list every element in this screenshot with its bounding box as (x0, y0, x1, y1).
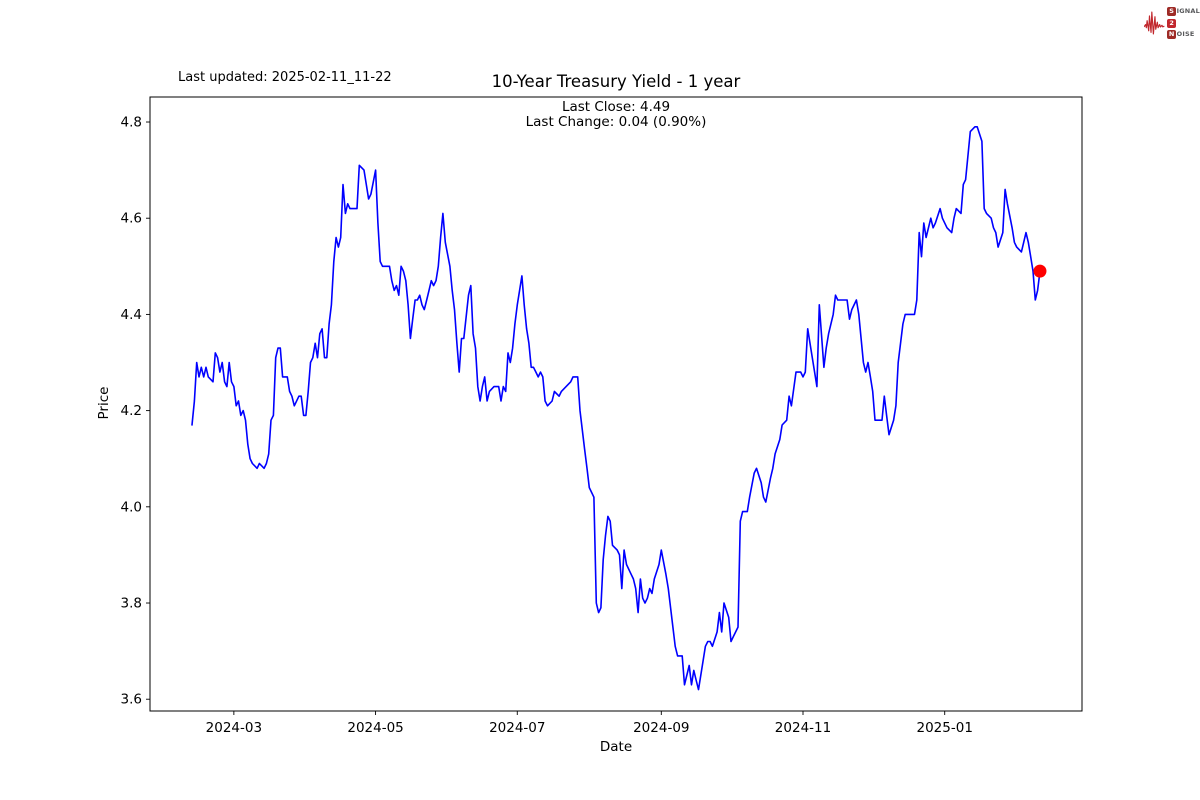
y-tick-label: 4.0 (121, 499, 142, 515)
signal2noise-logo: S IGNAL 2 N OISE (1144, 3, 1200, 43)
logo-badge-n: N (1167, 30, 1177, 39)
x-tick-label: 2024-07 (489, 720, 545, 736)
x-axis-label: Date (599, 739, 633, 755)
y-tick-label: 4.8 (121, 115, 142, 131)
x-tick-label: 2025-01 (917, 720, 973, 736)
y-tick-label: 4.6 (121, 211, 142, 227)
logo-waveform-icon (1144, 11, 1165, 35)
y-tick-label: 4.2 (121, 403, 142, 419)
logo-rest-noise: OISE (1176, 30, 1195, 39)
logo-row-signal: S IGNAL (1167, 7, 1200, 16)
last-updated-label: Last updated: 2025-02-11_11-22 (178, 70, 392, 85)
logo-text: S IGNAL 2 N OISE (1167, 7, 1200, 39)
y-tick-label: 3.6 (121, 692, 142, 708)
y-axis-label: Price (96, 386, 112, 420)
x-tick-label: 2024-05 (347, 720, 403, 736)
logo-row-2: 2 (1167, 18, 1200, 28)
logo-row-noise: N OISE (1167, 30, 1200, 39)
yield-line-series (191, 126, 1041, 691)
x-tick-label: 2024-09 (633, 720, 689, 736)
y-tick-label: 3.8 (121, 596, 142, 612)
last-change-subtitle: Last Change: 0.04 (0.90%) (525, 114, 707, 130)
logo-rest-signal: IGNAL (1176, 7, 1200, 16)
logo-badge-s: S (1167, 7, 1177, 16)
logo-badge-2: 2 (1167, 18, 1177, 28)
x-tick-label: 2024-03 (206, 720, 262, 736)
chart-title: 10-Year Treasury Yield - 1 year (491, 72, 741, 91)
plot-frame (149, 96, 1083, 712)
last-close-marker-dot (1033, 264, 1047, 278)
y-tick-label: 4.4 (121, 307, 142, 323)
last-close-subtitle: Last Close: 4.49 (561, 99, 671, 115)
x-tick-label: 2024-11 (775, 720, 831, 736)
